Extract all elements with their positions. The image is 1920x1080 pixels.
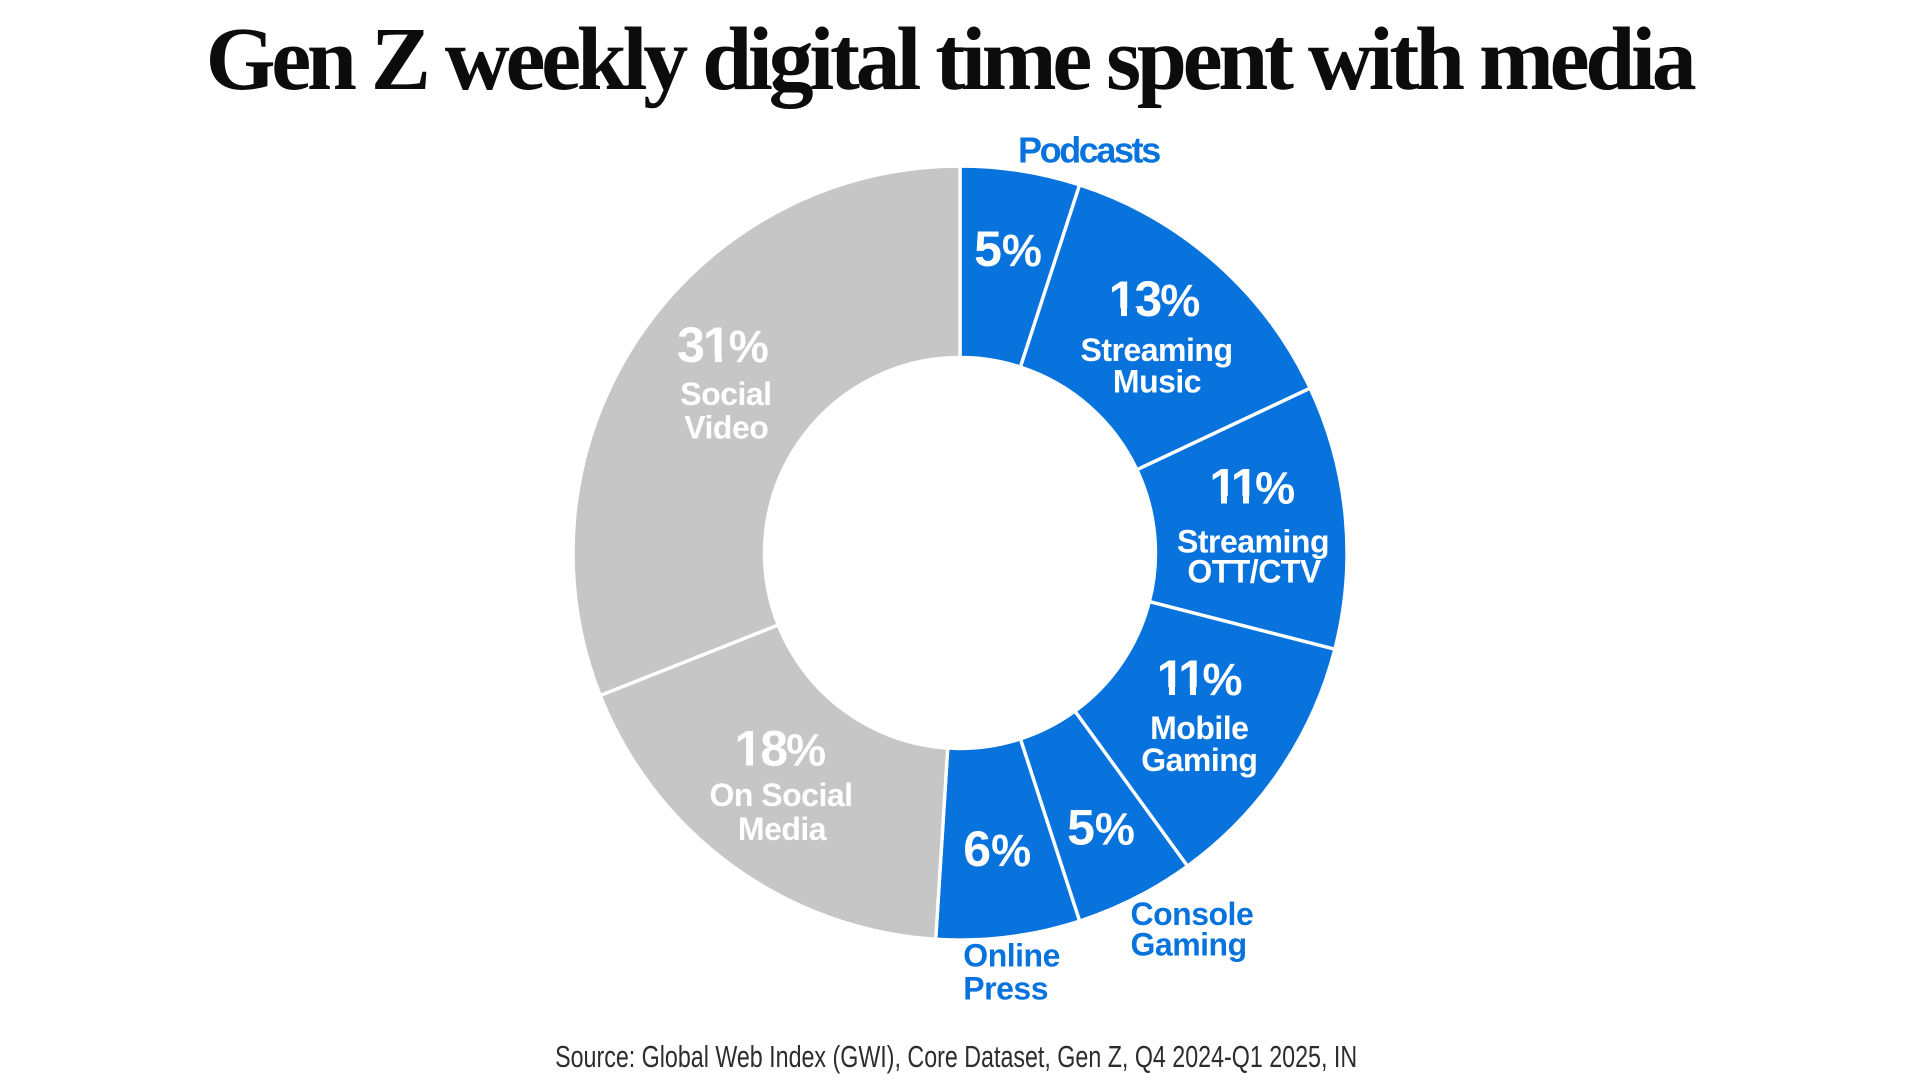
svg-text:Streaming: Streaming — [1081, 332, 1233, 368]
svg-text:Mobile: Mobile — [1150, 710, 1248, 746]
svg-text:Video: Video — [684, 410, 768, 446]
svg-text:6%: 6% — [963, 821, 1031, 877]
svg-text:Online: Online — [963, 938, 1060, 974]
svg-text:Streaming: Streaming — [1177, 524, 1329, 560]
svg-text:On Social: On Social — [709, 777, 852, 813]
svg-text:Social: Social — [680, 376, 771, 412]
svg-text:5%: 5% — [1067, 800, 1135, 856]
svg-text:Music: Music — [1113, 364, 1201, 400]
svg-text:Press: Press — [963, 971, 1048, 1007]
svg-text:13%: 13% — [1109, 271, 1200, 327]
svg-text:Media: Media — [738, 811, 827, 847]
svg-text:5%: 5% — [974, 221, 1042, 277]
svg-text:Console: Console — [1131, 896, 1254, 932]
svg-text:Gaming: Gaming — [1131, 927, 1247, 963]
svg-text:Gaming: Gaming — [1141, 742, 1257, 778]
svg-text:18%: 18% — [734, 721, 825, 777]
svg-text:OTT/CTV: OTT/CTV — [1187, 554, 1322, 590]
svg-text:Podcasts: Podcasts — [1018, 129, 1160, 170]
